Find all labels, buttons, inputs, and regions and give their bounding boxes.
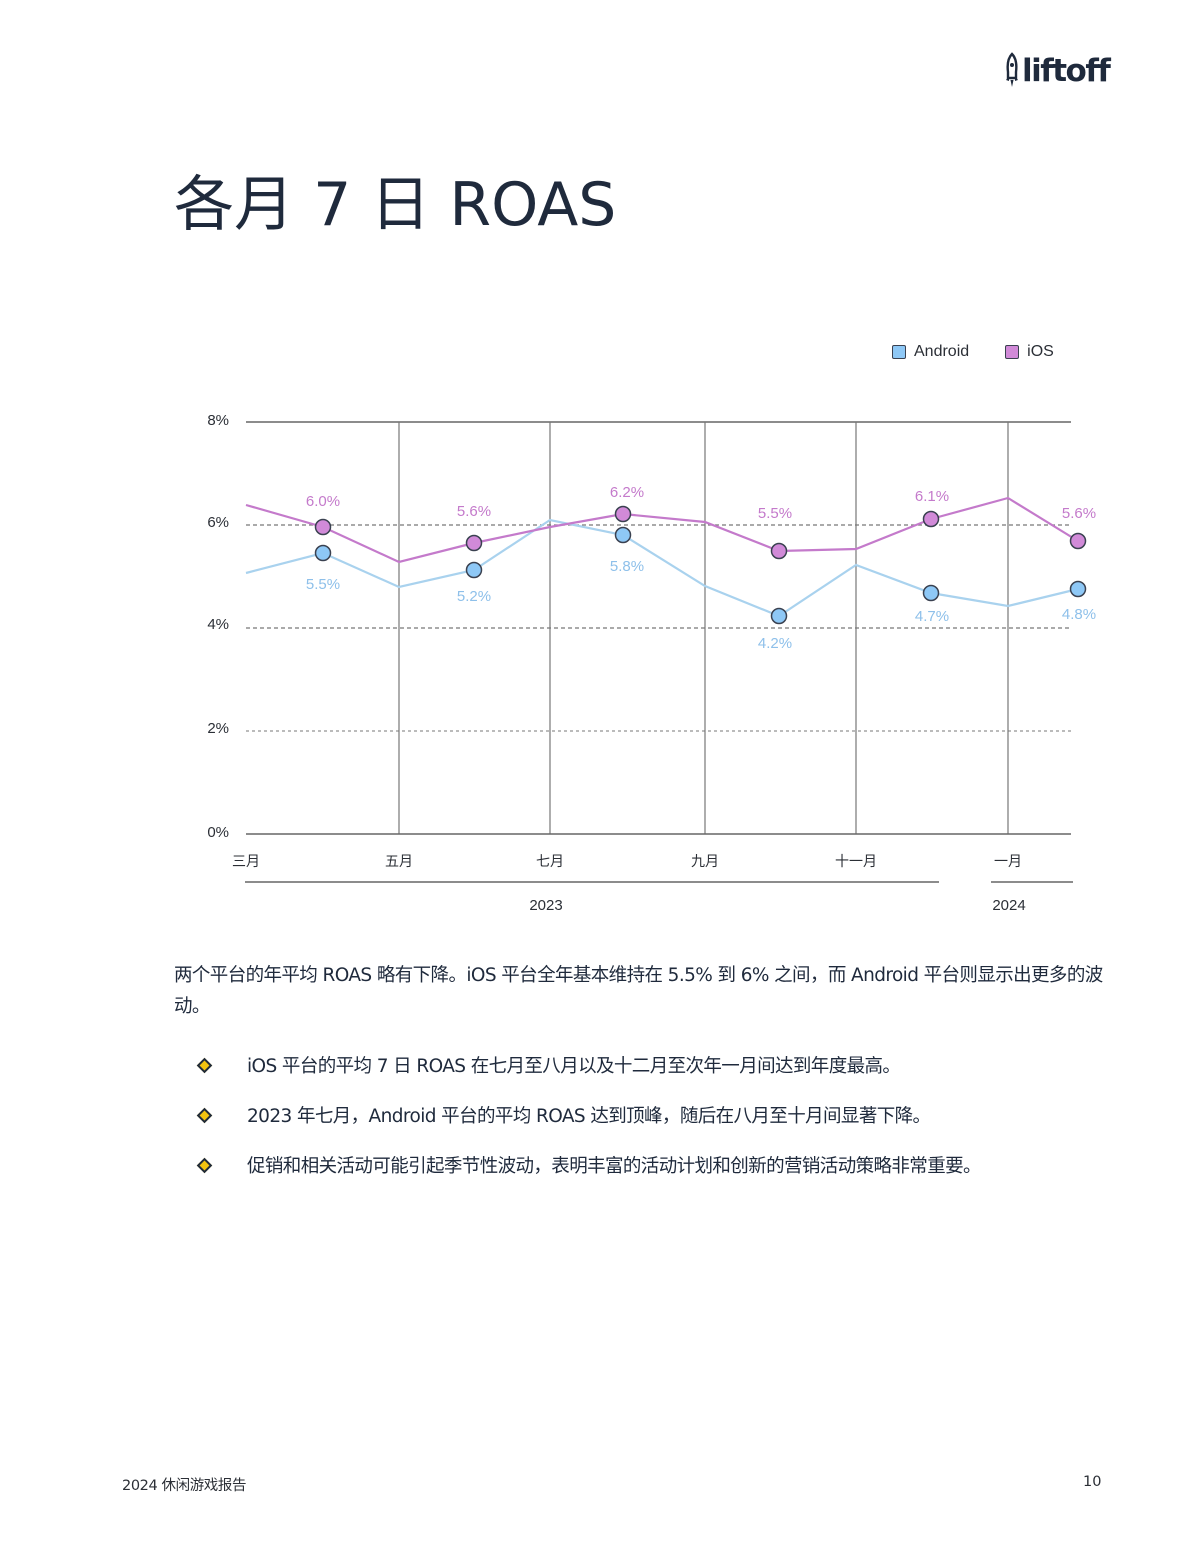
legend-label-ios: iOS: [1027, 343, 1054, 360]
logo-text: liftoff: [1022, 52, 1111, 89]
svg-text:4.2%: 4.2%: [758, 635, 792, 652]
x-tick-sep: 九月: [691, 854, 719, 870]
diamond-bullet-icon: [196, 1157, 213, 1173]
page-number: 10: [1083, 1474, 1102, 1490]
svg-text:5.2%: 5.2%: [457, 588, 491, 605]
android-swatch-icon: [892, 345, 906, 359]
svg-text:5.5%: 5.5%: [306, 576, 340, 593]
y-tick-6: 6%: [207, 514, 229, 531]
x-tick-nov: 十一月: [835, 854, 877, 870]
svg-text:6.2%: 6.2%: [610, 484, 644, 501]
legend-label-android: Android: [914, 343, 970, 360]
legend-item-android: Android: [892, 343, 969, 361]
list-item: 促销和相关活动可能引起季节性波动，表明丰富的活动计划和创新的营销活动策略非常重要…: [196, 1140, 982, 1190]
x-axis-labels: 三月 五月 七月 九月 十一月 一月: [232, 854, 1022, 870]
y-axis-labels: 8% 6% 4% 2% 0%: [207, 412, 229, 841]
ios-markers: [314, 505, 1087, 560]
chart-legend: Android iOS: [892, 343, 1054, 361]
svg-text:6.0%: 6.0%: [306, 493, 340, 510]
svg-text:4.7%: 4.7%: [915, 608, 949, 625]
ios-data-labels: 6.0% 5.6% 6.2% 5.5% 6.1% 5.6%: [306, 484, 1096, 522]
android-line: [245, 518, 1079, 618]
vertical-gridlines: [398, 422, 1009, 834]
android-markers: [314, 526, 1087, 625]
android-data-labels: 5.5% 5.2% 5.8% 4.2% 4.7% 4.8%: [306, 558, 1096, 652]
diamond-bullet-icon: [196, 1107, 213, 1123]
y-tick-0: 0%: [207, 824, 229, 841]
ios-line: [245, 496, 1079, 564]
list-item: iOS 平台的平均 7 日 ROAS 在七月至八月以及十二月至次年一月间达到年度…: [196, 1040, 981, 1090]
x-tick-jan: 一月: [994, 854, 1022, 870]
roas-line-chart: 8% 6% 4% 2% 0% 6.0% 5.6% 6.2% 5.5% 6.1% …: [207, 412, 1096, 914]
svg-text:5.5%: 5.5%: [758, 505, 792, 522]
summary-paragraph: 两个平台的年平均 ROAS 略有下降。iOS 平台全年基本维持在 5.5% 到 …: [174, 965, 1103, 1017]
year-2023-label: 2023: [529, 897, 562, 914]
legend-item-ios: iOS: [1005, 343, 1054, 361]
x-tick-may: 五月: [385, 854, 413, 870]
x-tick-mar: 三月: [232, 854, 260, 870]
y-tick-4: 4%: [207, 616, 229, 633]
insight-list: iOS 平台的平均 7 日 ROAS 在七月至八月以及十二月至次年一月间达到年度…: [196, 1040, 982, 1190]
x-tick-jul: 七月: [536, 854, 564, 870]
footer-report-name: 2024 休闲游戏报告: [122, 1478, 247, 1494]
ios-swatch-icon: [1005, 345, 1020, 359]
svg-text:6.1%: 6.1%: [915, 488, 949, 505]
svg-text:5.6%: 5.6%: [457, 503, 491, 520]
list-item: 2023 年七月，Android 平台的平均 ROAS 达到顶峰，随后在八月至十…: [196, 1090, 981, 1140]
y-tick-8: 8%: [207, 412, 229, 429]
year-2024-label: 2024: [992, 897, 1025, 914]
page-title: 各月 7 日 ROAS: [174, 170, 617, 240]
svg-text:5.6%: 5.6%: [1062, 505, 1096, 522]
y-tick-2: 2%: [207, 720, 229, 737]
svg-text:5.8%: 5.8%: [610, 558, 644, 575]
svg-text:4.8%: 4.8%: [1062, 606, 1096, 623]
rocket-icon: [1006, 52, 1018, 87]
diamond-bullet-icon: [196, 1057, 213, 1073]
liftoff-logo: liftoff: [1004, 52, 1111, 90]
